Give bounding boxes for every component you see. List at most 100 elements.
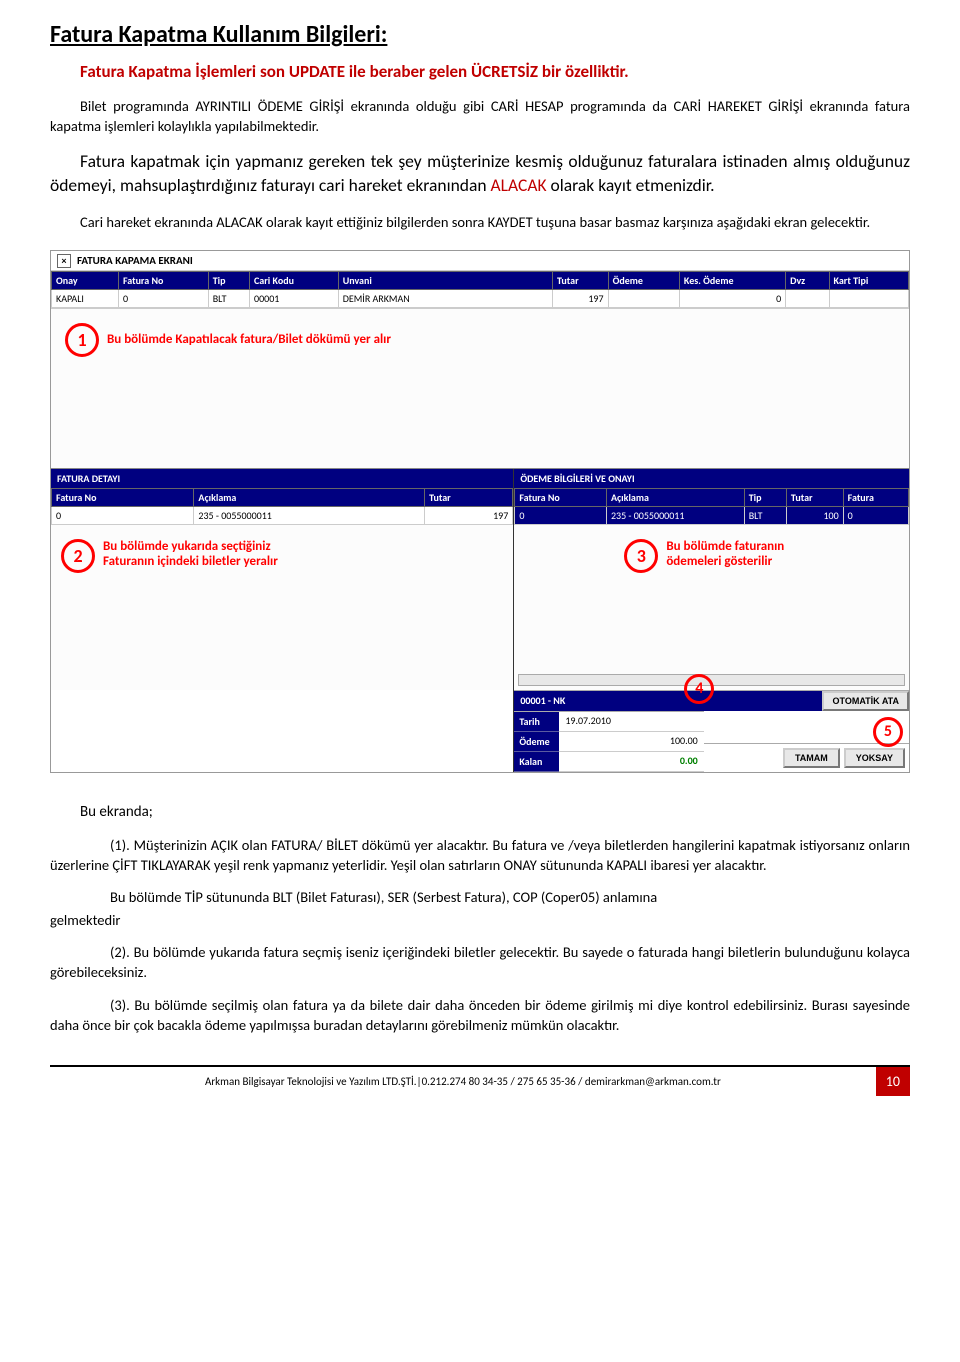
app-screenshot: × FATURA KAPAMA EKRANI Onay Fatura No Ti… <box>50 250 910 773</box>
btn-yoksay[interactable]: YOKSAY <box>844 748 905 768</box>
right-header: ÖDEME BİLGİLERİ VE ONAYI <box>514 469 909 488</box>
right-body: 3 Bu bölümde faturanın ödemeleri gösteri… <box>514 525 909 690</box>
p2-part-c: olarak kayıt etmenizdir. <box>547 174 715 196</box>
col-unvani[interactable]: Unvani <box>338 271 552 289</box>
paragraph-5a: Bu bölümde TİP sütununda BLT (Bilet Fatu… <box>50 887 910 907</box>
kv-kalan-k: Kalan <box>514 752 559 772</box>
right-lower: 00001 - NK OTOMATİK ATA 4 Tarih 19.07.20… <box>514 690 909 772</box>
lcell-faturano: 0 <box>52 506 194 524</box>
lcol-faturano[interactable]: Fatura No <box>52 488 194 506</box>
lower-panels: FATURA DETAYI Fatura No Açıklama Tutar 0… <box>51 468 909 772</box>
paragraph-7: (3). Bu bölümde seçilmiş olan fatura ya … <box>50 995 910 1036</box>
top-table: Onay Fatura No Tip Cari Kodu Unvani Tuta… <box>51 271 909 308</box>
rcell-fatura: 0 <box>843 506 908 524</box>
p2-part-a: Fatura kapatmak için yapmanız gereken te… <box>50 150 910 197</box>
p2-alacak: ALACAK <box>491 174 547 196</box>
callout-3-line2: ödemeleri gösterilir <box>666 554 784 570</box>
kv-grid: Tarih 19.07.2010 Ödeme 100.00 Kalan 0.00 <box>514 711 703 772</box>
lcol-aciklama[interactable]: Açıklama <box>194 488 425 506</box>
left-header: FATURA DETAYI <box>51 469 513 488</box>
lcol-tutar[interactable]: Tutar <box>425 488 513 506</box>
panel-left: FATURA DETAYI Fatura No Açıklama Tutar 0… <box>51 469 514 772</box>
col-carikodu[interactable]: Cari Kodu <box>250 271 339 289</box>
callout-2-line2: Faturanın içindeki biletler yeralır <box>103 554 278 570</box>
panel-main-title-text: FATURA KAPAMA EKRANI <box>77 254 193 267</box>
kv-odeme-k: Ödeme <box>514 732 559 752</box>
kv-kalan-v: 0.00 <box>559 752 703 772</box>
cell-faturano: 0 <box>118 289 208 307</box>
btn-otomatik-ata[interactable]: OTOMATİK ATA <box>822 691 909 711</box>
page-number: 10 <box>876 1067 910 1096</box>
cell-carikodu: 00001 <box>250 289 339 307</box>
paragraph-4: (1). Müşterinizin AÇIK olan FATURA/ BİLE… <box>50 835 910 876</box>
bu-ekranda: Bu ekranda; <box>80 803 910 821</box>
paragraph-1: Bilet programında AYRINTILI ÖDEME GİRİŞİ… <box>50 96 910 137</box>
btn-tamam[interactable]: TAMAM <box>783 748 840 768</box>
rcell-aciklama: 235 - 0055000011 <box>606 506 744 524</box>
cell-unvani: DEMİR ARKMAN <box>338 289 552 307</box>
right-table: Fatura No Açıklama Tip Tutar Fatura 0 23… <box>514 488 909 525</box>
left-table-row[interactable]: 0 235 - 0055000011 197 <box>52 506 513 524</box>
panel-right: ÖDEME BİLGİLERİ VE ONAYI Fatura No Açıkl… <box>514 469 909 772</box>
paragraph-3: Cari hareket ekranında ALACAK olarak kay… <box>50 212 910 232</box>
cell-tip: BLT <box>208 289 249 307</box>
callout-3-line1: Bu bölümde faturanın <box>666 539 784 555</box>
cell-dvz <box>786 289 829 307</box>
footer-text: Arkman Bilgisayar Teknolojisi ve Yazılım… <box>50 1069 876 1094</box>
kv-tarih-v[interactable]: 19.07.2010 <box>559 712 703 732</box>
col-faturano[interactable]: Fatura No <box>118 271 208 289</box>
rcol-faturano[interactable]: Fatura No <box>515 488 607 506</box>
col-karttipi[interactable]: Kart Tipi <box>829 271 908 289</box>
heading-main: Fatura Kapatma Kullanım Bilgileri: <box>50 20 910 49</box>
callout-5-circle: 5 <box>873 717 903 747</box>
close-icon[interactable]: × <box>57 254 71 268</box>
callout-2: 2 Bu bölümde yukarıda seçtiğiniz Faturan… <box>61 539 278 573</box>
paragraph-6: (2). Bu bölümde yukarıda fatura seçmiş i… <box>50 942 910 983</box>
callout-3: 3 Bu bölümde faturanın ödemeleri gösteri… <box>624 539 784 573</box>
cell-onay: KAPALI <box>52 289 119 307</box>
rcell-faturano: 0 <box>515 506 607 524</box>
callout-3-text: Bu bölümde faturanın ödemeleri gösterili… <box>666 539 784 570</box>
btn-row: TAMAM YOKSAY <box>704 743 909 772</box>
cell-odeme <box>608 289 679 307</box>
rcol-tutar[interactable]: Tutar <box>786 488 843 506</box>
nk-label: 00001 - NK <box>514 691 822 711</box>
heading-sub: Fatura Kapatma İşlemleri son UPDATE ile … <box>80 61 910 82</box>
rcol-tip[interactable]: Tip <box>744 488 786 506</box>
col-dvz[interactable]: Dvz <box>786 271 829 289</box>
kv-tarih-k: Tarih <box>514 712 559 732</box>
paragraph-2: Fatura kapatmak için yapmanız gereken te… <box>50 149 910 198</box>
callout-2-circle: 2 <box>61 539 95 573</box>
footer: Arkman Bilgisayar Teknolojisi ve Yazılım… <box>50 1065 910 1096</box>
col-kesodeme[interactable]: Kes. Ödeme <box>679 271 785 289</box>
callout-2-line1: Bu bölümde yukarıda seçtiğiniz <box>103 539 278 555</box>
col-tutar[interactable]: Tutar <box>552 271 608 289</box>
top-blank-area: 1 Bu bölümde Kapatılacak fatura/Bilet dö… <box>51 308 909 468</box>
right-table-row[interactable]: 0 235 - 0055000011 BLT 100 0 <box>515 506 909 524</box>
callout-1-circle: 1 <box>65 323 99 357</box>
cell-karttipi <box>829 289 908 307</box>
top-table-header: Onay Fatura No Tip Cari Kodu Unvani Tuta… <box>52 271 909 289</box>
rcell-tip: BLT <box>744 506 786 524</box>
kv-odeme-v[interactable]: 100.00 <box>559 732 703 752</box>
left-body: 2 Bu bölümde yukarıda seçtiğiniz Faturan… <box>51 525 513 690</box>
paragraph-5b: gelmektedir <box>50 910 910 930</box>
rcol-fatura[interactable]: Fatura <box>843 488 908 506</box>
panel-main-title: × FATURA KAPAMA EKRANI <box>51 251 909 271</box>
top-table-row[interactable]: KAPALI 0 BLT 00001 DEMİR ARKMAN 197 0 <box>52 289 909 307</box>
callout-1-text: Bu bölümde Kapatılacak fatura/Bilet dökü… <box>107 332 391 348</box>
callout-1: 1 Bu bölümde Kapatılacak fatura/Bilet dö… <box>65 323 391 357</box>
callout-4-circle: 4 <box>684 674 714 704</box>
cell-tutar: 197 <box>552 289 608 307</box>
col-tip[interactable]: Tip <box>208 271 249 289</box>
rcell-tutar: 100 <box>786 506 843 524</box>
lcell-tutar: 197 <box>425 506 513 524</box>
col-odeme[interactable]: Ödeme <box>608 271 679 289</box>
callout-2-text: Bu bölümde yukarıda seçtiğiniz Faturanın… <box>103 539 278 570</box>
col-onay[interactable]: Onay <box>52 271 119 289</box>
rcol-aciklama[interactable]: Açıklama <box>606 488 744 506</box>
lcell-aciklama: 235 - 0055000011 <box>194 506 425 524</box>
callout-3-circle: 3 <box>624 539 658 573</box>
cell-kesodeme: 0 <box>679 289 785 307</box>
left-table: Fatura No Açıklama Tutar 0 235 - 0055000… <box>51 488 513 525</box>
